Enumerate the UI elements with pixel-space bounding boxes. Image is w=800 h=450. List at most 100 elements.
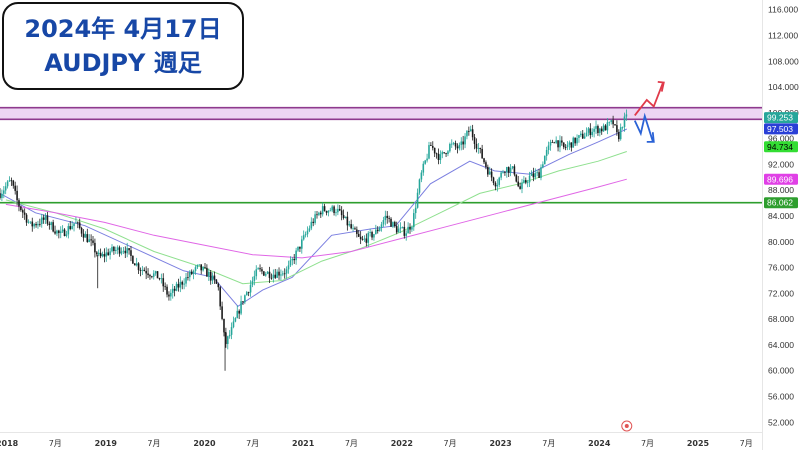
y-tick-label: 68.000 [768,314,794,324]
candle-body [430,145,432,146]
candle-body [196,265,199,268]
candle-body [316,214,318,216]
candle-body [543,155,546,165]
candle-body [8,180,11,182]
candle-body [268,271,271,278]
candle-body [211,275,214,281]
candle-body [149,275,151,277]
candle-body [29,221,32,223]
candle-body [610,120,613,122]
candle-body [593,128,595,132]
candle-body [230,327,233,335]
candle-body [175,283,178,291]
candle-body [502,172,504,173]
candle-body [344,216,347,218]
price-badge [764,197,798,209]
price-badge-label: 86.062 [767,198,793,208]
candle-body [437,153,440,161]
candle-body [282,273,284,275]
candle-body [263,271,265,276]
candle-body [280,274,282,276]
candle-body [312,221,314,223]
candle-body [477,147,480,149]
y-tick-label: 56.000 [768,392,794,402]
x-tick-label: 2023 [489,439,511,448]
candle-body [555,140,557,143]
candle-body [314,214,316,223]
candle-body [18,200,20,207]
candle-body [369,232,371,233]
candle-body [340,210,343,216]
candle-body [329,210,332,212]
candle-body [151,276,153,278]
candle-body [407,226,409,234]
candle-body [384,215,387,221]
candle-body [589,128,592,136]
candle-body [376,229,379,232]
candle-body [576,137,578,144]
candle-body [54,231,56,234]
candle-body [473,137,476,144]
candle-body [475,143,478,149]
x-tick-label: 7月 [246,439,259,448]
candle-body [259,268,261,270]
candle-body [194,267,197,271]
candle-body [96,252,98,255]
candle-body [244,295,246,303]
candle-body [346,216,349,226]
candle-body [105,252,108,257]
candle-body [494,182,497,187]
candle-body [192,270,195,274]
candle-body [223,318,225,333]
candle-body [581,133,584,139]
candle-body [382,220,385,225]
candle-body [469,129,472,132]
candle-body [249,284,252,293]
candle-body [547,145,550,151]
candle-body [238,310,240,314]
candle-body [291,258,294,261]
candle-body [88,239,91,243]
candle-body [308,228,311,231]
candle-body [266,271,269,274]
candle-body [27,221,30,223]
candle-body [418,179,421,193]
candle-body [375,229,377,235]
candle-body [289,260,292,266]
candle-body [431,145,434,148]
candle-body [304,234,307,236]
candle-body [587,128,590,133]
candle-body [14,185,16,191]
candle-body [602,125,605,132]
candle-body [204,267,206,268]
candle-body [490,171,493,178]
candle-body [297,246,299,251]
candle-body [511,166,514,169]
candle-body [323,206,326,211]
candle-body [553,142,556,144]
candle-body [562,142,565,148]
candle-body [485,162,487,167]
candle-body [253,276,256,281]
projection-arrow-down [633,112,654,142]
candle-body [1,193,3,198]
price-badge-label: 97.503 [767,124,793,134]
candle-body [528,175,531,183]
candle-body [488,171,491,175]
candle-body [137,263,140,271]
candle-body [530,173,533,176]
candle-body [272,274,275,278]
candle-body [524,180,527,183]
candle-body [154,271,157,274]
candle-body [619,127,622,140]
candle-body [232,321,235,328]
candle-body [521,182,523,189]
candle-body [80,228,83,234]
candle-body [559,140,561,148]
candle-body [145,271,147,274]
candle-body [86,234,89,243]
candle-body [409,226,411,230]
candle-body [523,180,525,183]
candle-body [532,173,535,178]
candle-body [450,143,453,145]
